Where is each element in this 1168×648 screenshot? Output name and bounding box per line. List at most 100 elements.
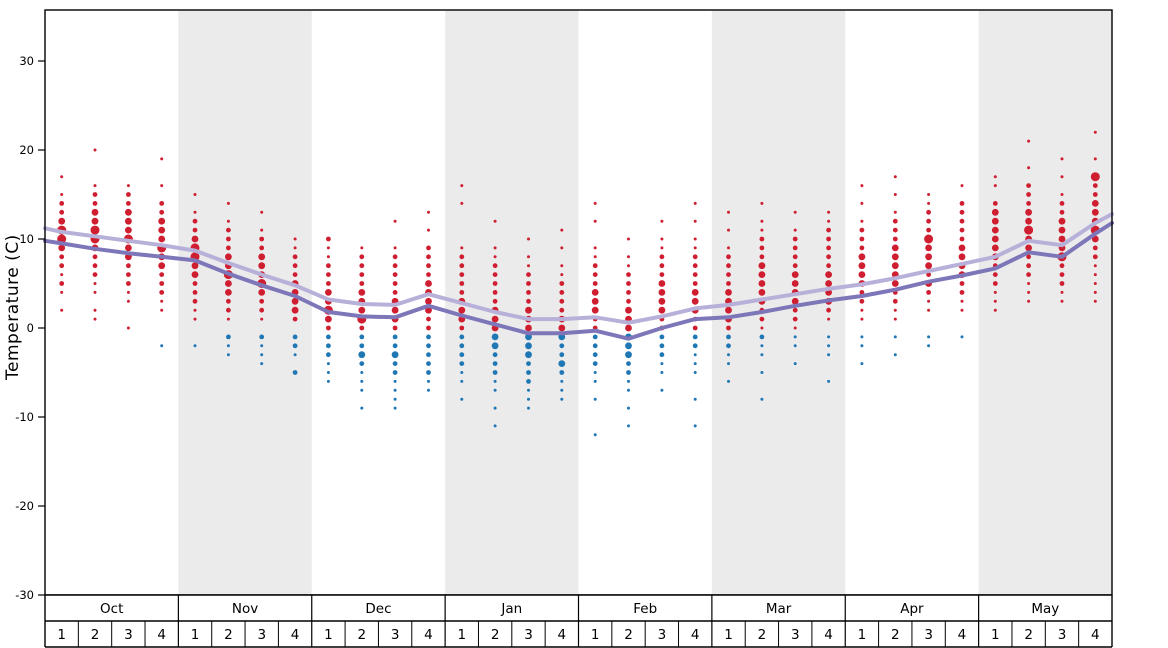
dot-warm (292, 316, 298, 322)
dot-warm (926, 227, 931, 233)
dot-warm (993, 290, 997, 294)
week-label: 4 (958, 627, 967, 643)
dot-cold (292, 370, 298, 375)
dot-warm (192, 281, 198, 286)
dot-cold (960, 335, 964, 339)
dot-warm (90, 225, 100, 235)
dot-warm (692, 254, 698, 260)
dot-warm (459, 272, 465, 277)
dot-cold (460, 379, 464, 383)
dot-warm (58, 217, 66, 225)
dot-warm (159, 209, 165, 215)
dot-warm (60, 273, 64, 277)
dot-warm (60, 175, 64, 179)
dot-warm (660, 237, 664, 241)
dot-cold (560, 397, 564, 401)
dot-cold (693, 397, 697, 401)
dot-warm (1027, 166, 1031, 170)
dot-cold (426, 370, 431, 375)
dot-cold (392, 370, 398, 375)
dot-warm (193, 308, 197, 312)
week-label: 4 (1091, 627, 1100, 643)
dot-warm (492, 272, 498, 277)
dot-warm (827, 219, 831, 223)
y-tick-label: 10 (19, 232, 34, 246)
dot-warm (358, 289, 366, 296)
dot-warm (727, 246, 730, 250)
dot-warm (1060, 193, 1064, 196)
dot-warm (124, 208, 132, 216)
dot-cold (592, 361, 598, 366)
dot-warm (1092, 183, 1098, 189)
y-tick-label: -10 (15, 410, 34, 424)
dot-warm (625, 324, 632, 332)
dot-cold (759, 334, 765, 340)
dot-warm (927, 299, 931, 303)
dot-warm (93, 282, 97, 285)
dot-warm (926, 290, 931, 295)
dot-warm (91, 208, 99, 216)
dot-warm (825, 271, 832, 278)
dot-cold (727, 353, 730, 357)
dot-warm (959, 218, 965, 224)
x-axis-table: Oct Nov Dec Jan Feb Mar Apr May 1 2 3 4 1 2 3 4 1 2 3 4 1 2 3 4… (44, 594, 1113, 648)
dot-warm (993, 299, 997, 303)
y-tick-label: 30 (19, 54, 34, 68)
dot-warm (692, 272, 698, 277)
dot-warm (960, 299, 964, 303)
week-label: 4 (691, 627, 700, 643)
dot-cold (693, 353, 697, 357)
dot-warm (593, 246, 597, 250)
dot-warm (727, 228, 730, 232)
dot-warm (60, 193, 64, 196)
dot-warm (1091, 208, 1099, 216)
week-label: 1 (57, 627, 66, 643)
dot-warm (925, 253, 932, 261)
dot-cold (593, 371, 597, 374)
average-max-line (43, 212, 1114, 325)
dot-warm (658, 280, 666, 287)
dot-warm (858, 253, 866, 261)
dot-warm (526, 281, 531, 286)
dot-warm (125, 263, 131, 269)
week-label: 1 (724, 627, 733, 643)
dot-warm (259, 236, 265, 242)
dot-warm (425, 280, 432, 287)
dot-warm (825, 280, 832, 287)
dot-cold (491, 342, 499, 350)
dot-warm (792, 316, 798, 322)
dot-warm (1058, 217, 1066, 225)
week-label: 4 (824, 627, 833, 643)
dot-cold (627, 424, 630, 428)
dot-warm (693, 246, 697, 250)
dot-warm (960, 308, 964, 312)
dot-warm (826, 227, 831, 233)
dot-cold (692, 334, 698, 340)
week-label: 2 (491, 627, 500, 643)
month-label-apr: Apr (900, 601, 924, 617)
dot-cold (326, 334, 331, 340)
dot-warm (1093, 282, 1097, 285)
dot-cold (360, 379, 364, 383)
dot-cold (492, 370, 498, 375)
dot-warm (1059, 281, 1065, 286)
dot-warm (593, 201, 597, 205)
dot-warm (924, 234, 934, 244)
dot-warm (126, 326, 130, 330)
dot-cold (459, 334, 465, 340)
dot-warm (559, 290, 565, 295)
dot-warm (592, 272, 598, 277)
dot-cold (359, 334, 365, 340)
week-label: 3 (124, 627, 133, 643)
dot-warm (527, 264, 530, 268)
dot-warm (593, 219, 597, 223)
dot-cold (627, 406, 630, 410)
dot-cold (893, 335, 897, 339)
dot-warm (960, 184, 964, 188)
dot-cold (392, 361, 398, 366)
dot-warm (859, 298, 865, 304)
dot-warm (159, 201, 165, 206)
dot-cold (426, 334, 431, 340)
dot-cold (726, 334, 731, 340)
dot-warm (360, 246, 364, 250)
